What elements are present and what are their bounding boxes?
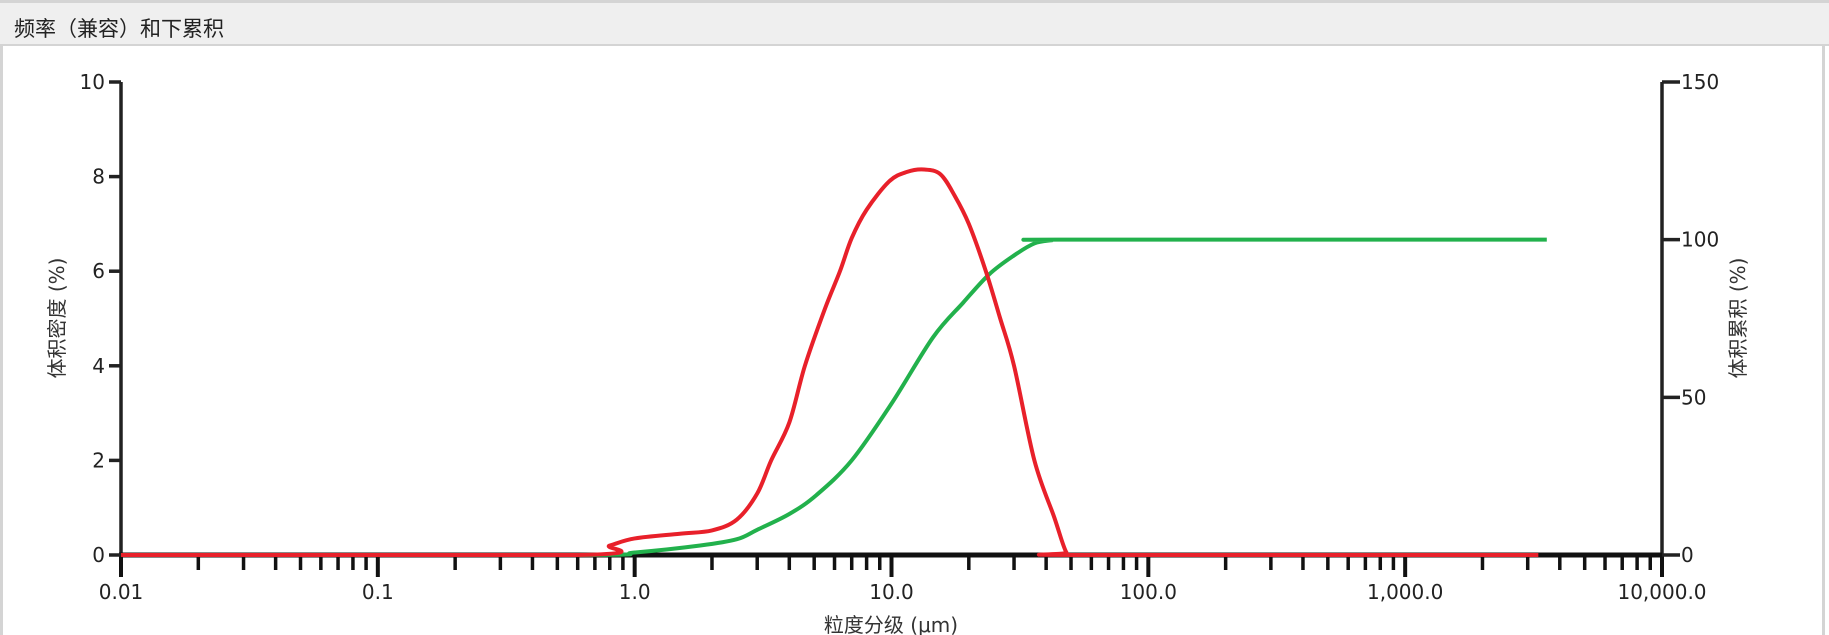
x-tick-label: 10,000.0 bbox=[1617, 580, 1706, 604]
y-tick-label: 4 bbox=[92, 354, 105, 378]
y2-tick-label: 50 bbox=[1681, 385, 1706, 409]
y-tick-label: 8 bbox=[92, 165, 105, 189]
panel-header: 频率（兼容）和下累积 bbox=[0, 0, 1829, 46]
x-axis-label: 粒度分级 (μm) bbox=[824, 613, 958, 635]
y-tick-label: 10 bbox=[80, 70, 105, 94]
series-lines bbox=[121, 167, 1547, 558]
panel-title: 频率（兼容）和下累积 bbox=[14, 17, 224, 41]
y-axis-label: 体积密度 (%) bbox=[45, 258, 69, 379]
y-tick-label: 6 bbox=[92, 259, 105, 283]
x-tick-label: 100.0 bbox=[1120, 580, 1177, 604]
y2-axis-label: 体积累积 (%) bbox=[1726, 258, 1750, 379]
axes: 0.01 0.1 1.0 10.0 100.0 1,000.0 10,000.0 0 2 4 6 8 1… bbox=[80, 70, 1720, 604]
x-tick-label: 10.0 bbox=[869, 580, 914, 604]
x-tick-label: 1,000.0 bbox=[1367, 580, 1443, 604]
x-tick-label: 1.0 bbox=[619, 580, 651, 604]
y2-tick-label: 100 bbox=[1681, 228, 1719, 252]
x-tick-label: 0.01 bbox=[99, 580, 144, 604]
cumulative-volume-line bbox=[121, 237, 1547, 558]
y-tick-label: 2 bbox=[92, 448, 105, 472]
y2-tick-label: 150 bbox=[1681, 70, 1719, 94]
volume-density-line bbox=[121, 167, 1539, 558]
y-tick-label: 0 bbox=[92, 543, 105, 567]
x-tick-label: 0.1 bbox=[362, 580, 394, 604]
y2-tick-label: 0 bbox=[1681, 543, 1694, 567]
